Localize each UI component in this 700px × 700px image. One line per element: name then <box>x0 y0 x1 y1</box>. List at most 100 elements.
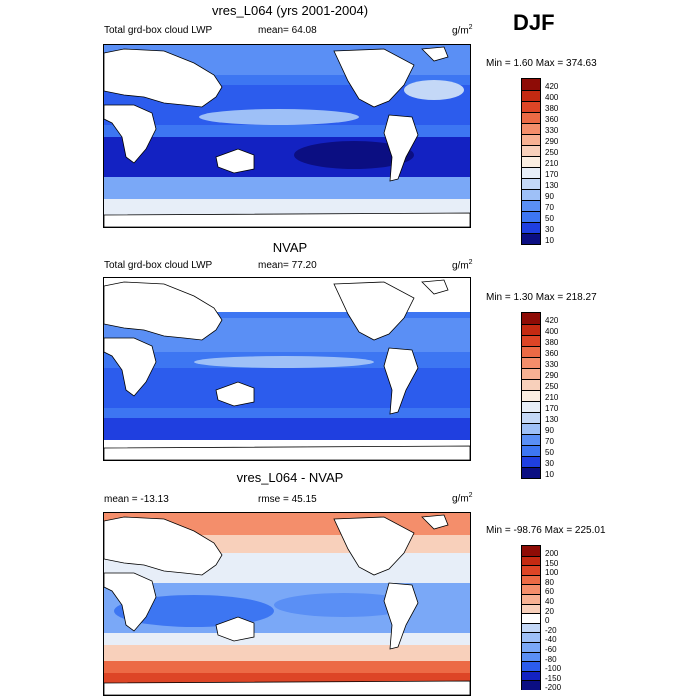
season-label: DJF <box>513 10 555 35</box>
panel2-swatch <box>522 412 540 423</box>
north-america <box>333 48 415 108</box>
panel2-swatch <box>522 445 540 456</box>
antarctica <box>104 212 470 227</box>
panel3-swatch <box>522 670 540 681</box>
panel1-tick: 250 <box>545 148 559 157</box>
panel2-mean-label: mean= 77.20 <box>258 260 317 271</box>
panel2-tick: 30 <box>545 459 554 468</box>
panel1-swatch <box>522 79 540 90</box>
eurasia <box>104 281 223 341</box>
panel3-tick: -80 <box>545 654 557 664</box>
panel3-land <box>104 514 470 695</box>
north-america <box>333 516 415 576</box>
north-america <box>333 281 415 341</box>
panel3-swatch <box>522 661 540 671</box>
panel2-tick: 330 <box>545 360 559 369</box>
panel3-swatch <box>522 632 540 642</box>
panel3-unit: g/m2 <box>452 492 473 505</box>
panel1-swatch <box>522 134 540 145</box>
panel1-swatch <box>522 222 540 233</box>
south-transition <box>104 645 470 661</box>
panel1-tick: 170 <box>545 170 559 179</box>
panel3-map <box>103 512 471 696</box>
panel2-swatch <box>522 346 540 357</box>
panel3-minmax: Min = -98.76 Max = 225.01 <box>486 525 606 536</box>
panel1-left-label: Total grd-box cloud LWP <box>104 25 213 36</box>
panel2-swatch <box>522 423 540 434</box>
panel2-map-svg <box>104 278 470 460</box>
panel2-unit: g/m2 <box>452 259 473 272</box>
antarctica <box>104 445 470 460</box>
panel2-swatch <box>522 335 540 346</box>
panel1-swatch <box>522 145 540 156</box>
panel3-tick: -150 <box>545 673 562 683</box>
panel3-tick: -60 <box>545 645 557 654</box>
panel1-swatch <box>522 233 540 244</box>
panel3-tick: -200 <box>545 683 562 693</box>
panel3-tick: 150 <box>545 558 559 568</box>
south-america <box>383 582 419 650</box>
panel3-swatch <box>522 546 540 556</box>
storm-track-south <box>104 177 470 199</box>
south-america <box>383 347 419 415</box>
panel1-unit: g/m2 <box>452 24 473 37</box>
panel1-tick: 10 <box>545 236 554 245</box>
panel3-swatch <box>522 593 540 604</box>
australia <box>215 381 255 407</box>
panel3-rmse-label: rmse = 45.15 <box>258 494 317 505</box>
panel1-tick: 290 <box>545 137 559 146</box>
panel2-tick: 420 <box>545 316 559 325</box>
panel3-tick: 60 <box>545 587 554 597</box>
panel2-swatch <box>522 357 540 368</box>
panel1-colorbar <box>521 78 541 245</box>
panel3-swatch <box>522 603 540 614</box>
panel2-colorbar <box>521 312 541 479</box>
panel3-swatch <box>522 584 540 594</box>
panel3-swatch <box>522 574 540 585</box>
panel2-tick: 50 <box>545 448 554 457</box>
panel2-title: NVAP <box>272 240 308 255</box>
panel1-swatch <box>522 178 540 189</box>
panel2-tick: 380 <box>545 338 559 347</box>
itcz-band <box>199 109 359 125</box>
panel1-swatch <box>522 90 540 101</box>
panel1-swatch <box>522 123 540 134</box>
panel2-tick: 90 <box>545 426 554 435</box>
panel1-map <box>103 44 471 228</box>
pacific-low <box>274 593 414 617</box>
panel1-swatch <box>522 211 540 222</box>
panel2-tick: 290 <box>545 371 559 380</box>
panel2-swatch <box>522 324 540 335</box>
panel3-swatch <box>522 565 540 575</box>
panel2-tick: 250 <box>545 382 559 391</box>
eurasia <box>104 48 223 108</box>
panel1-tick: 90 <box>545 192 554 201</box>
storm-track-south <box>104 418 470 440</box>
panel3-colorbar <box>521 545 541 690</box>
panel1-swatch <box>522 200 540 211</box>
panel1-tick: 400 <box>545 93 559 102</box>
africa <box>104 572 157 632</box>
panel3-tick: -40 <box>545 635 557 645</box>
panel3-tick: 20 <box>545 606 554 616</box>
panel2-swatch <box>522 434 540 445</box>
panel2-swatch <box>522 456 540 467</box>
panel2-tick: 360 <box>545 349 559 358</box>
australia <box>215 616 255 642</box>
panel3-tick: -20 <box>545 625 557 635</box>
panel3-tick: 100 <box>545 568 559 578</box>
panel1-map-svg <box>104 45 470 227</box>
panel1-tick: 70 <box>545 203 554 212</box>
panel1-swatch <box>522 156 540 167</box>
panel3-mean-label: mean = -13.13 <box>104 494 169 505</box>
subtropic-band-south <box>104 137 470 177</box>
panel1-swatch <box>522 167 540 178</box>
panel3-tick: 0 <box>545 616 550 626</box>
africa <box>104 337 157 397</box>
greenland <box>421 279 449 295</box>
panel1-minmax: Min = 1.60 Max = 374.63 <box>486 58 597 69</box>
panel1-swatch <box>522 101 540 112</box>
panel2-left-label: Total grd-box cloud LWP <box>104 260 213 271</box>
greenland <box>421 46 449 62</box>
panel2-swatch <box>522 313 540 324</box>
